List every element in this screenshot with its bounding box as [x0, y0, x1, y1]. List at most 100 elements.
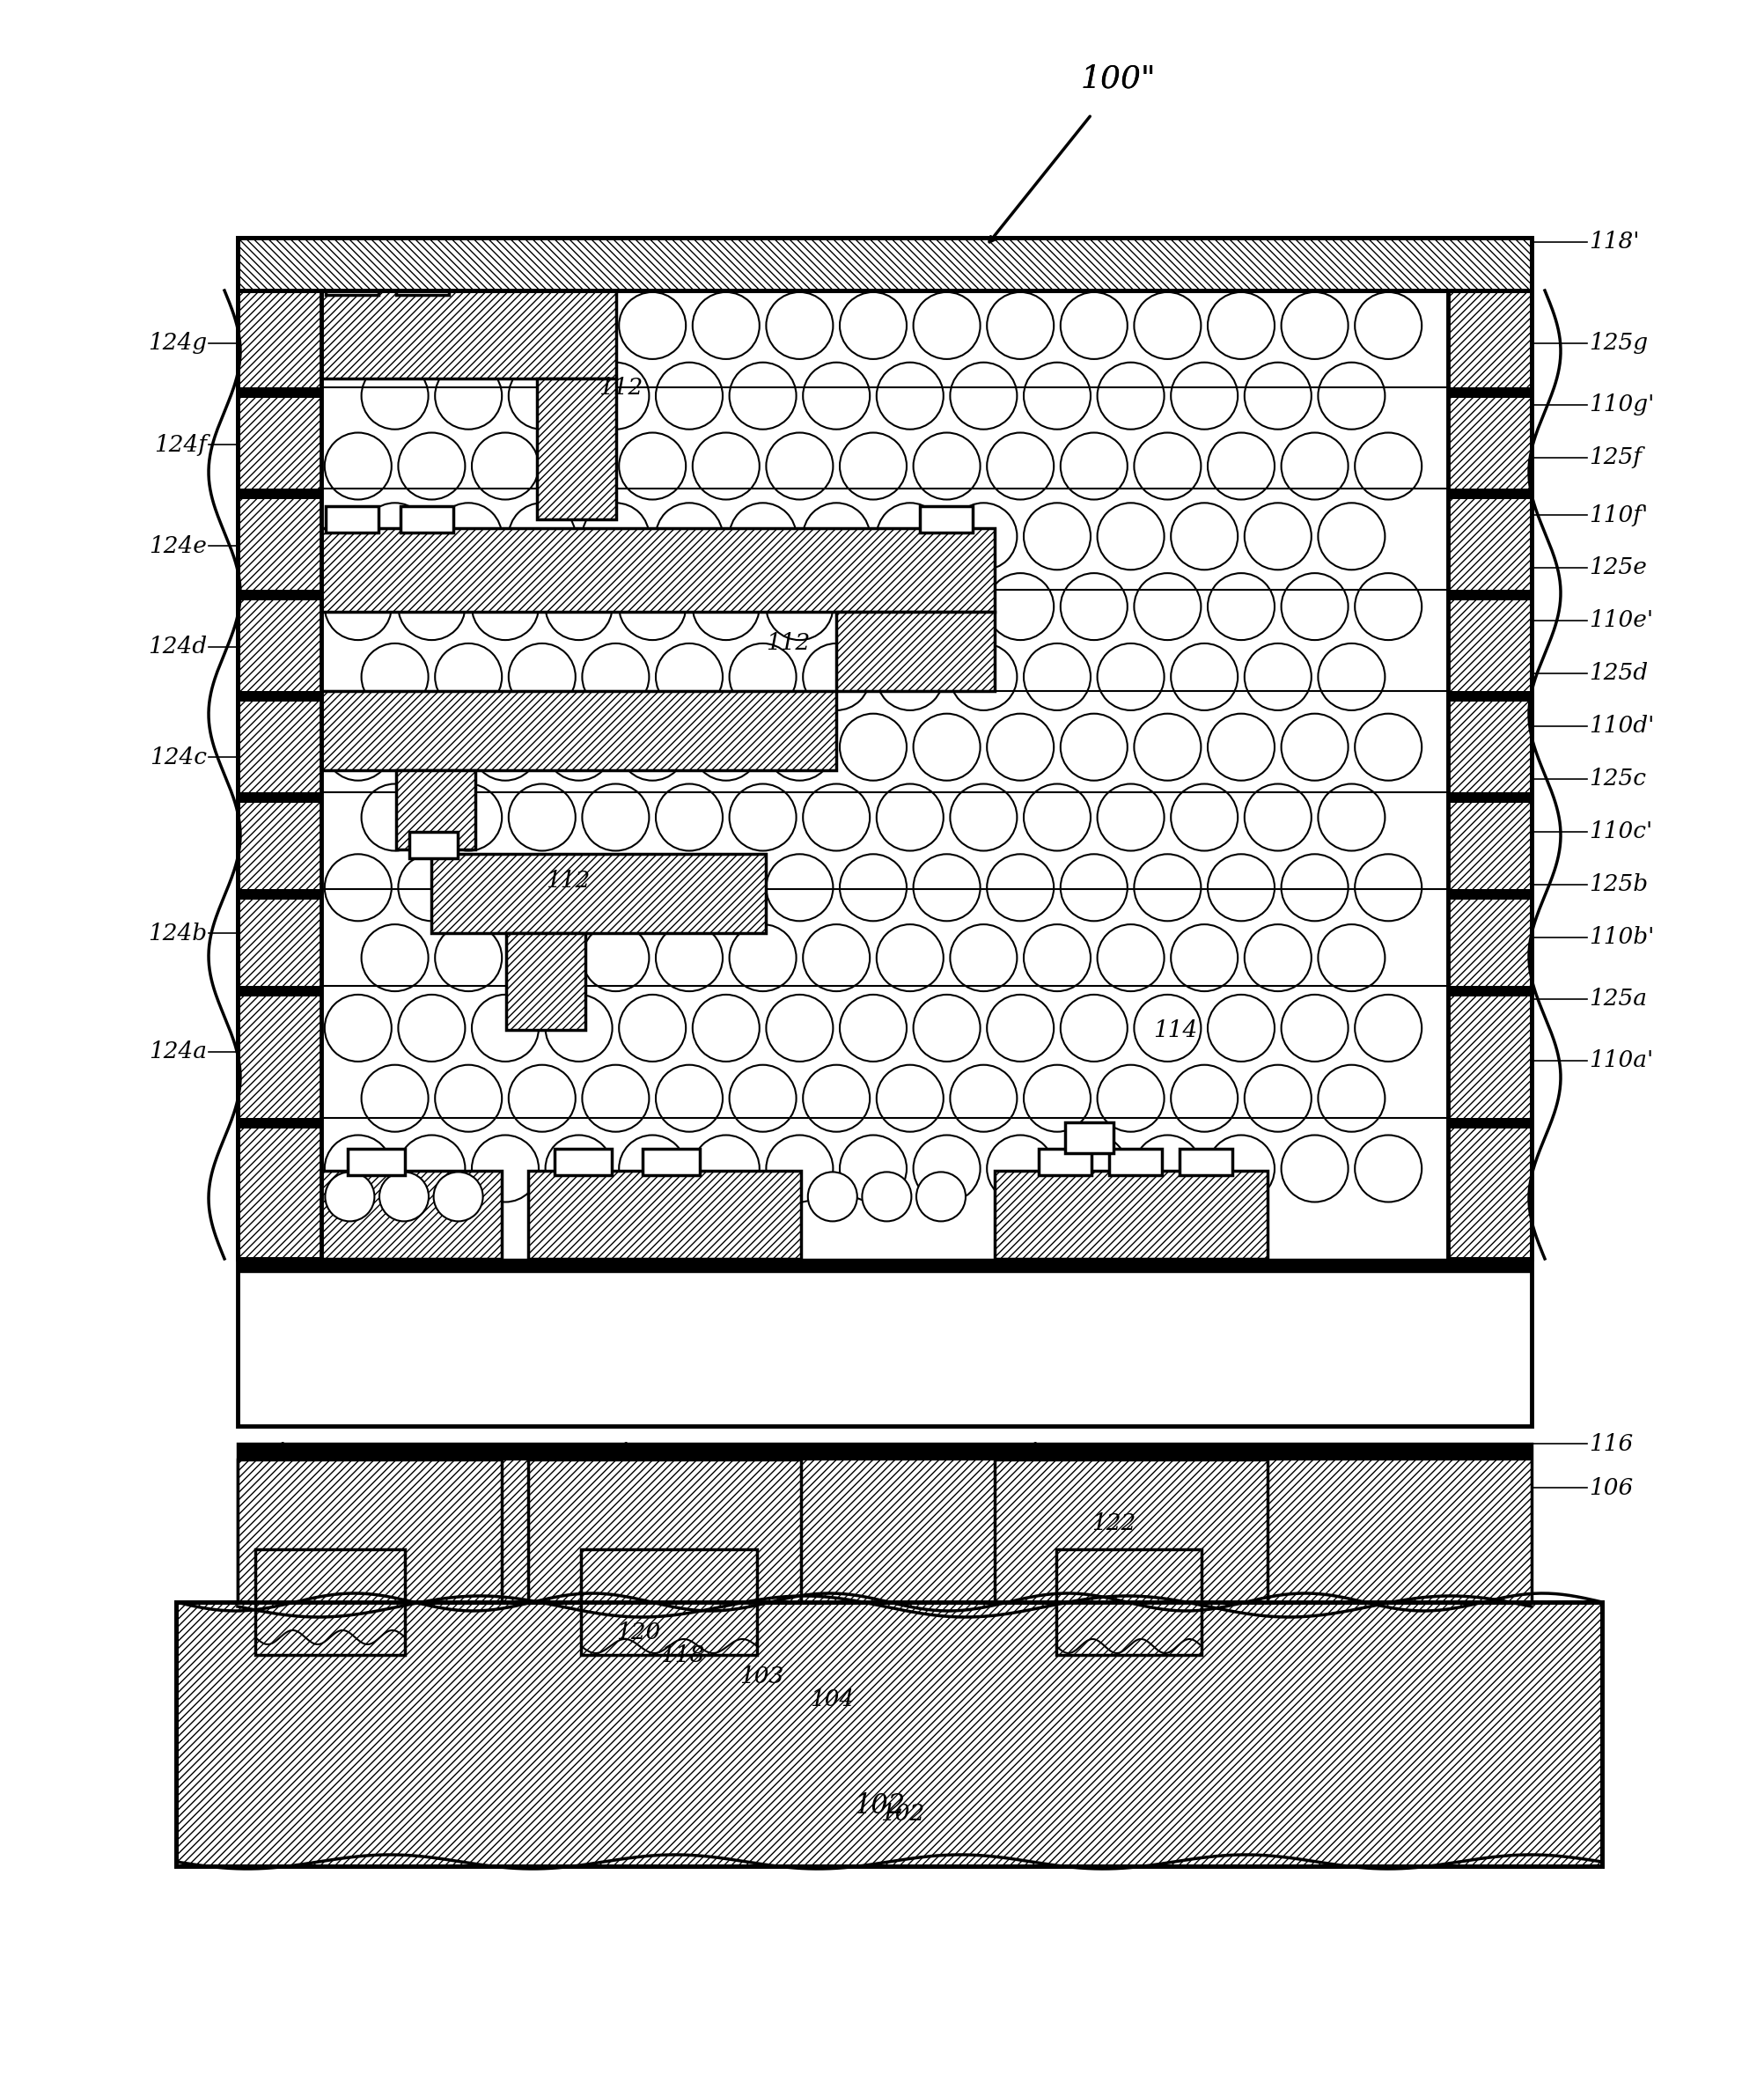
Bar: [238, 1117, 321, 1128]
Circle shape: [545, 572, 612, 641]
Circle shape: [582, 925, 649, 992]
Circle shape: [362, 503, 429, 570]
Bar: [238, 791, 321, 802]
Circle shape: [1060, 1136, 1127, 1203]
Bar: [321, 691, 836, 770]
Circle shape: [766, 1136, 833, 1203]
Circle shape: [508, 1065, 575, 1132]
Circle shape: [914, 714, 981, 781]
Circle shape: [325, 572, 392, 641]
Circle shape: [914, 432, 981, 499]
Text: 110b': 110b': [1589, 927, 1655, 948]
Circle shape: [471, 714, 538, 781]
Circle shape: [729, 363, 796, 430]
Bar: [1110, 1148, 1162, 1176]
Circle shape: [840, 432, 907, 499]
Circle shape: [1244, 783, 1311, 850]
Circle shape: [1318, 1065, 1385, 1132]
Text: 110f': 110f': [1589, 503, 1648, 526]
Circle shape: [951, 643, 1018, 710]
Circle shape: [951, 1065, 1018, 1132]
Circle shape: [1208, 432, 1275, 499]
Bar: [397, 770, 475, 850]
Circle shape: [803, 643, 870, 710]
Circle shape: [399, 572, 466, 641]
Circle shape: [656, 1065, 723, 1132]
Circle shape: [325, 1171, 374, 1221]
Circle shape: [325, 994, 392, 1061]
Text: 124d: 124d: [148, 637, 206, 658]
Text: 102: 102: [880, 1802, 924, 1825]
Circle shape: [1023, 363, 1090, 430]
Circle shape: [877, 643, 944, 710]
Circle shape: [619, 432, 686, 499]
Text: 108: 108: [273, 1441, 318, 1464]
Circle shape: [693, 432, 760, 499]
Text: 116: 116: [1589, 1432, 1633, 1455]
Circle shape: [729, 503, 796, 570]
Circle shape: [656, 925, 723, 992]
Circle shape: [803, 363, 870, 430]
Circle shape: [1060, 994, 1127, 1061]
Circle shape: [693, 994, 760, 1061]
Circle shape: [840, 854, 907, 921]
Circle shape: [1171, 643, 1238, 710]
Circle shape: [436, 643, 503, 710]
Bar: [321, 528, 995, 612]
Circle shape: [508, 363, 575, 430]
Circle shape: [1134, 994, 1201, 1061]
Circle shape: [619, 1136, 686, 1203]
Circle shape: [1355, 714, 1422, 781]
Text: 112: 112: [545, 869, 589, 892]
Circle shape: [362, 1065, 429, 1132]
Text: 106: 106: [1589, 1476, 1633, 1499]
Circle shape: [545, 1136, 612, 1203]
Circle shape: [1023, 783, 1090, 850]
Circle shape: [766, 292, 833, 359]
Circle shape: [1355, 994, 1422, 1061]
Bar: [238, 290, 321, 1259]
Circle shape: [916, 1171, 965, 1221]
Bar: [1039, 1148, 1092, 1176]
Circle shape: [619, 994, 686, 1061]
Circle shape: [986, 714, 1053, 781]
Bar: [1448, 791, 1531, 802]
Text: 125e: 125e: [1589, 557, 1648, 578]
Text: 108: 108: [1025, 1441, 1069, 1464]
Text: 114: 114: [1154, 1019, 1198, 1042]
Circle shape: [508, 925, 575, 992]
Circle shape: [619, 854, 686, 921]
Circle shape: [362, 925, 429, 992]
Circle shape: [1355, 854, 1422, 921]
Bar: [268, 1171, 524, 1259]
Bar: [527, 1171, 801, 1259]
Circle shape: [471, 994, 538, 1061]
Circle shape: [877, 1065, 944, 1132]
Circle shape: [1171, 363, 1238, 430]
Circle shape: [619, 714, 686, 781]
Bar: [348, 1148, 406, 1176]
Circle shape: [1281, 714, 1348, 781]
Circle shape: [1171, 783, 1238, 850]
Circle shape: [877, 925, 944, 992]
Circle shape: [808, 1171, 857, 1221]
Bar: [238, 489, 321, 499]
Circle shape: [582, 503, 649, 570]
Circle shape: [1171, 503, 1238, 570]
Circle shape: [1097, 643, 1164, 710]
Circle shape: [508, 643, 575, 710]
Circle shape: [1244, 643, 1311, 710]
Circle shape: [325, 292, 392, 359]
Circle shape: [1355, 572, 1422, 641]
Circle shape: [951, 783, 1018, 850]
Text: 103: 103: [739, 1666, 783, 1687]
Circle shape: [545, 432, 612, 499]
Circle shape: [1097, 783, 1164, 850]
Circle shape: [1244, 925, 1311, 992]
Circle shape: [766, 854, 833, 921]
Circle shape: [1171, 925, 1238, 992]
Text: 102: 102: [854, 1792, 907, 1819]
Circle shape: [399, 854, 466, 921]
Bar: [321, 290, 616, 378]
Text: 104: 104: [810, 1687, 854, 1710]
